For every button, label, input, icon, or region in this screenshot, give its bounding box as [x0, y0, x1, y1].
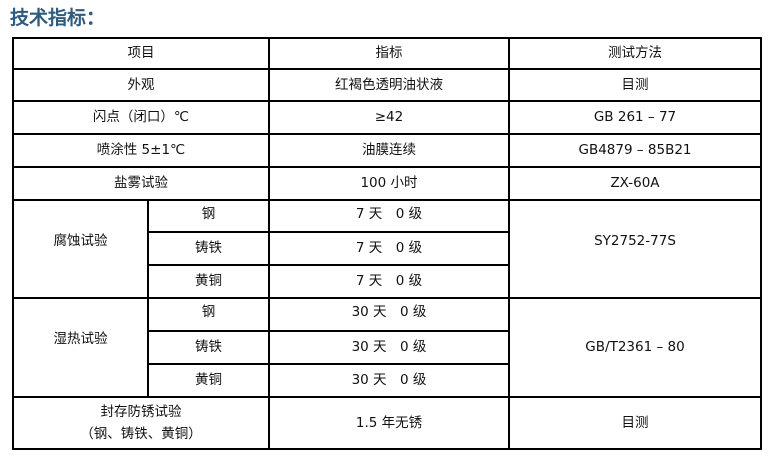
cell: 30 天 0 级 [268, 297, 510, 332]
cell-line: 封存防锈试验 [100, 404, 182, 420]
spec-table: 项目 指标 测试方法 外观 红褐色透明油状液 目测 闪点（闭口）℃ ≥42 GB 261… [12, 37, 762, 450]
header-method: 测试方法 [508, 37, 762, 70]
cell: 红褐色透明油状液 [268, 68, 510, 102]
cell: 闪点（闭口）℃ [12, 100, 270, 135]
table-row: 铸铁 7 天 0 级 [13, 231, 761, 266]
cell-line: （钢、铸铁、黄铜） [80, 426, 202, 442]
cell: 目测 [508, 68, 762, 102]
cell: 油膜连续 [268, 133, 510, 168]
cell: GB4879 – 85B21 [508, 133, 762, 168]
cell: 湿热试验 [12, 297, 149, 398]
table-row: 盐雾试验 100 小时 ZX-60A [12, 166, 762, 201]
table-row: 外观 红褐色透明油状液 目测 [12, 68, 762, 102]
table-row: 闪点（闭口）℃ ≥42 GB 261 – 77 [12, 100, 762, 135]
section-title: 技术指标： [10, 7, 106, 29]
cell: ZX-60A [508, 166, 762, 201]
cell: 封存防锈试验 （钢、铸铁、黄铜） [12, 396, 270, 450]
cell: 外观 [12, 68, 270, 102]
cell: 铸铁 [147, 330, 270, 365]
cell: 1.5 年无锈 [268, 396, 510, 450]
cell: 7 天 0 级 [268, 231, 510, 266]
cell: 黄铜 [147, 363, 270, 398]
header-row: 项目 指标 测试方法 [12, 37, 762, 70]
table-row: 黄铜 30 天 0 级 [13, 363, 761, 398]
cell: 腐蚀试验 [12, 199, 149, 299]
cell: GB/T2361 – 80 [508, 297, 762, 398]
cell: 钢 [147, 199, 270, 233]
cell: 铸铁 [147, 231, 270, 266]
table-row: 封存防锈试验 （钢、铸铁、黄铜） 1.5 年无锈 目测 [12, 396, 762, 450]
table-row: 喷涂性 5±1℃ 油膜连续 GB4879 – 85B21 [12, 133, 762, 168]
cell: 100 小时 [268, 166, 510, 201]
cell: 7 天 0 级 [268, 199, 510, 233]
cell: SY2752-77S [508, 199, 762, 299]
cell: 黄铜 [147, 264, 270, 299]
cell: 钢 [147, 297, 270, 332]
cell: 盐雾试验 [12, 166, 270, 201]
header-item: 项目 [12, 37, 270, 70]
table-row: 湿热试验 钢 30 天 0 级 GB/T2361 – 80 [12, 297, 762, 398]
cell: 喷涂性 5±1℃ [12, 133, 270, 168]
cell: 目测 [508, 396, 762, 450]
cell: 7 天 0 级 [268, 264, 510, 299]
cell: GB 261 – 77 [508, 100, 762, 135]
cell: 30 天 0 级 [268, 363, 510, 398]
table-row: 腐蚀试验 钢 7 天 0 级 SY2752-77S [12, 199, 762, 299]
cell: 30 天 0 级 [268, 330, 510, 365]
table-row: 黄铜 7 天 0 级 [13, 264, 761, 299]
cell: ≥42 [268, 100, 510, 135]
header-spec: 指标 [268, 37, 510, 70]
table-row: 铸铁 30 天 0 级 [13, 330, 761, 365]
